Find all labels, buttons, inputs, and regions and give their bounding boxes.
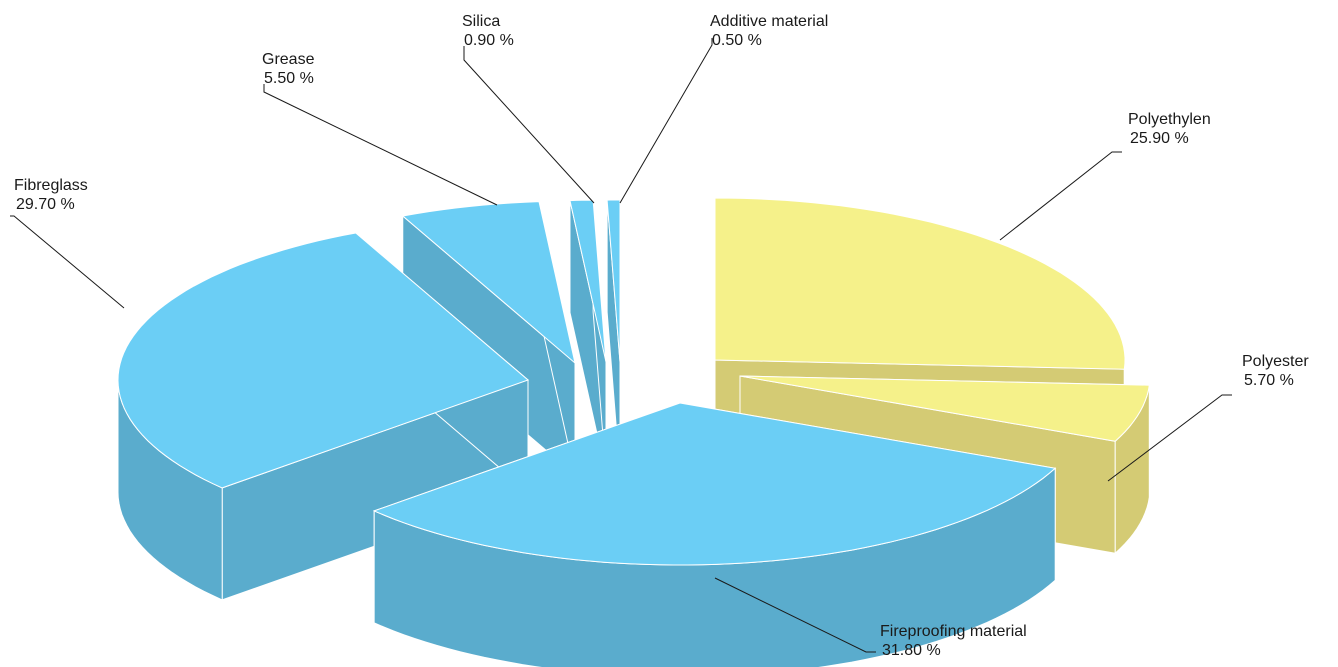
label-value-additive-material: 0.50 % (712, 32, 762, 49)
slice-grease (401, 201, 576, 477)
leader-line-grease (263, 84, 498, 206)
leader-line-fibreglass (10, 215, 125, 309)
slice-top-polyester (739, 375, 1150, 442)
slice-fireproofing-material (372, 402, 1057, 667)
leader-line-fireproofing-material (714, 577, 876, 653)
leader-lines (10, 38, 1232, 653)
leader-line-additive-material (619, 38, 713, 204)
label-value-fireproofing-material: 31.80 % (882, 642, 941, 659)
label-value-grease: 5.50 % (264, 70, 314, 87)
label-name-polyester: Polyester (1242, 353, 1309, 370)
label-value-silica: 0.90 % (464, 32, 514, 49)
slice-top-silica (569, 199, 607, 363)
leader-line-polyester (1107, 394, 1232, 482)
label-value-polyethylen: 25.90 % (1130, 130, 1189, 147)
slice-labels: Polyethylen 25.90 % Polyester 5.70 % Firepro… (14, 13, 1309, 659)
label-name-polyethylen: Polyethylen (1128, 111, 1211, 128)
label-name-silica: Silica (462, 13, 500, 30)
slice-top-fireproofing-material (372, 402, 1057, 566)
slice-additive-material (606, 199, 621, 475)
slice-top-fibreglass (117, 232, 529, 489)
slice-top-additive-material (606, 199, 621, 363)
slice-silica (569, 199, 607, 475)
leader-line-silica (463, 46, 595, 204)
label-name-fibreglass: Fibreglass (14, 177, 88, 194)
slice-fibreglass (117, 231, 529, 601)
leader-line-polyethylen (999, 151, 1122, 241)
pie-slices (117, 197, 1150, 667)
label-name-additive-material: Additive material (710, 13, 828, 30)
label-value-fibreglass: 29.70 % (16, 196, 75, 213)
label-name-grease: Grease (262, 51, 315, 68)
slice-top-polyethylen (714, 197, 1126, 370)
slice-top-grease (401, 201, 576, 365)
label-value-polyester: 5.70 % (1244, 372, 1294, 389)
label-name-fireproofing-material: Fireproofing material (880, 623, 1027, 640)
